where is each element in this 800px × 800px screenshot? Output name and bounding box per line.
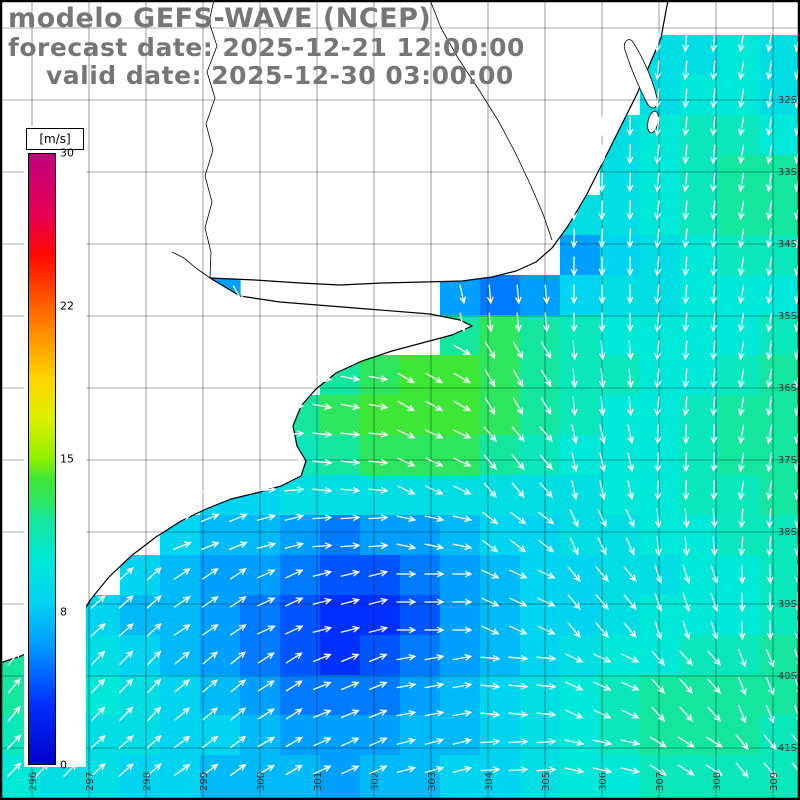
svg-text:299: 299 [199, 772, 210, 791]
svg-text:37S: 37S [778, 455, 797, 466]
colorbar-tick-label: 15 [60, 452, 74, 466]
svg-text:35S: 35S [778, 311, 797, 322]
svg-text:38S: 38S [778, 527, 797, 538]
colorbar-gradient [28, 153, 56, 765]
svg-text:39S: 39S [778, 599, 797, 610]
svg-text:301: 301 [313, 772, 324, 791]
colorbar-tick-label: 0 [60, 758, 67, 772]
valid-date-label: valid date: 2025-12-30 03:00:00 [46, 61, 514, 90]
svg-text:296: 296 [28, 772, 39, 791]
svg-text:303: 303 [427, 772, 438, 791]
colorbar-tick-label: 22 [60, 299, 74, 313]
svg-text:36S: 36S [778, 383, 797, 394]
svg-text:40S: 40S [778, 671, 797, 682]
land-coastline [0, 0, 669, 664]
svg-text:307: 307 [655, 772, 666, 791]
svg-text:300: 300 [256, 772, 267, 791]
wind-speed-field [0, 35, 800, 800]
svg-text:41S: 41S [778, 743, 797, 754]
colorbar-tick-label: 8 [60, 605, 67, 619]
svg-text:32S: 32S [778, 95, 797, 106]
svg-text:306: 306 [598, 772, 609, 791]
colorbar-legend: [m/s] 30 22 15 8 0 [24, 126, 86, 772]
svg-text:33S: 33S [778, 167, 797, 178]
svg-text:34S: 34S [778, 239, 797, 250]
svg-text:298: 298 [142, 772, 153, 791]
colorbar-units-label: [m/s] [26, 128, 84, 150]
colorbar-tick-labels: 30 22 15 8 0 [60, 147, 82, 772]
svg-text:309: 309 [769, 772, 780, 791]
longitude-axis-labels: 296 297 298 299 300 301 302 303 304 305 306 307 308 3… [28, 772, 780, 791]
svg-text:302: 302 [370, 772, 381, 791]
svg-text:304: 304 [484, 772, 495, 791]
model-title: modelo GEFS-WAVE (NCEP) [8, 3, 432, 34]
svg-text:305: 305 [541, 772, 552, 791]
svg-text:297: 297 [85, 772, 96, 791]
latitude-axis-labels: 32S 33S 34S 35S 36S 37S 38S 39S 40S 41S [778, 95, 797, 754]
svg-text:308: 308 [712, 772, 723, 791]
forecast-date-label: forecast date: 2025-12-21 12:00:00 [8, 33, 525, 62]
title-block: modelo GEFS-WAVE (NCEP) forecast date: 2… [8, 4, 525, 90]
colorbar-tick-label: 30 [60, 146, 74, 160]
colorbar-body: 30 22 15 8 0 [26, 147, 84, 772]
